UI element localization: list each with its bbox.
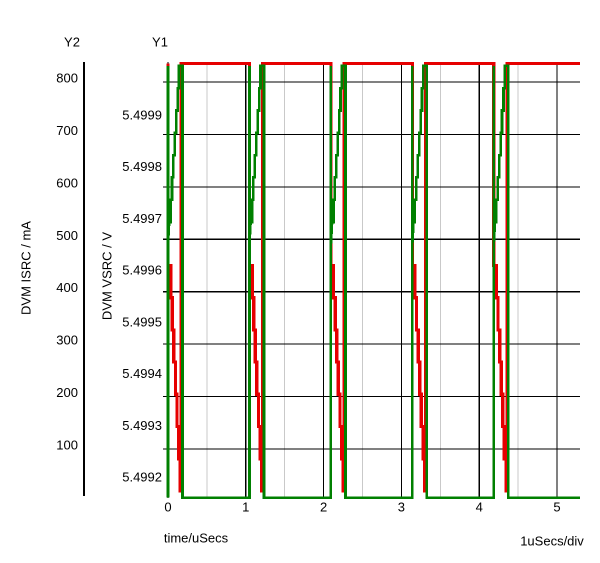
y2-tick-label: 100 [56, 438, 78, 453]
y2-tick-label: 800 [56, 71, 78, 86]
y1-tick-label: 5.4995 [122, 314, 162, 329]
series-vsrc-trace [166, 64, 580, 499]
y2-axis-header: Y2 [64, 35, 80, 50]
y2-tick-label: 500 [56, 228, 78, 243]
x-tick-label: 2 [320, 500, 327, 515]
y1-tick-label: 5.4999 [122, 108, 162, 123]
y1-tick-label: 5.4997 [122, 211, 162, 226]
series-isrc-trace [166, 62, 580, 493]
y1-axis-header: Y1 [152, 35, 168, 50]
x-scale-note: 1uSecs/div [520, 534, 584, 549]
y2-tick-label: 400 [56, 280, 78, 295]
x-tick-label: 3 [398, 500, 405, 515]
y2-tick-label: 300 [56, 333, 78, 348]
y1-axis-title: DVM VSRC / V [100, 232, 115, 320]
x-axis-title: time/uSecs [164, 531, 229, 546]
y2-tick-label: 200 [56, 385, 78, 400]
y2-axis-title: DVM ISRC / mA [19, 221, 34, 315]
y1-tick-label: 5.4994 [122, 366, 162, 381]
y2-tick-label: 600 [56, 175, 78, 190]
x-tick-label: 5 [553, 500, 560, 515]
x-tick-label: 1 [242, 500, 249, 515]
y1-tick-label: 5.4996 [122, 263, 162, 278]
y1-tick-label: 5.4993 [122, 418, 162, 433]
chart-generated-layer: 800 700 600 500 400 300 200 100 5.4999 5.4998 5.49… [56, 62, 580, 515]
x-tick-label: 0 [164, 500, 171, 515]
y1-tick-label: 5.4998 [122, 159, 162, 174]
x-tick-label: 4 [476, 500, 483, 515]
y1-tick-label: 5.4992 [122, 469, 162, 484]
y2-tick-label: 700 [56, 123, 78, 138]
